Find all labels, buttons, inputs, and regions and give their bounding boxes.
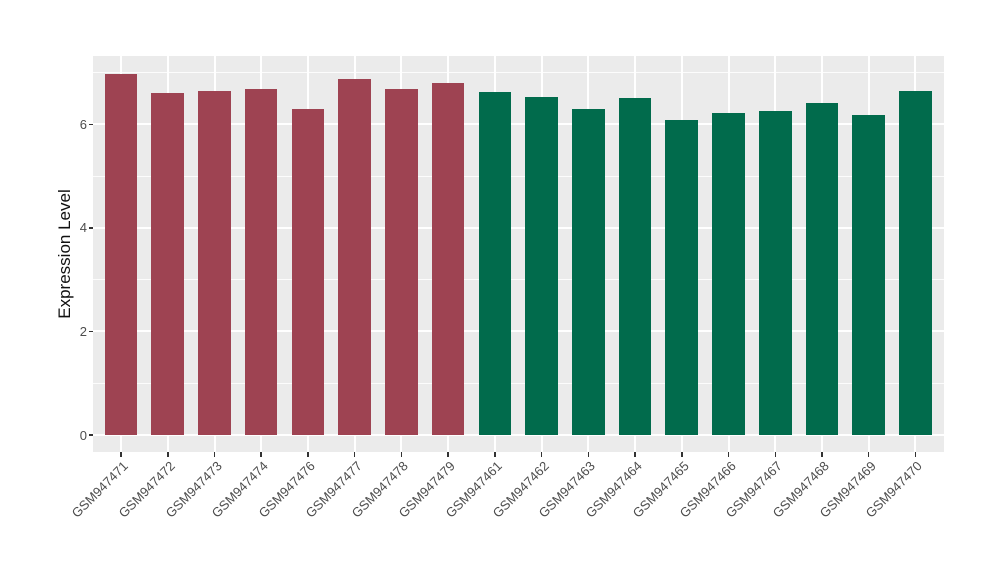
gridline-horizontal-minor <box>93 175 944 177</box>
x-axis-tick-mark <box>400 452 403 457</box>
bar-gsm947466 <box>712 113 745 435</box>
x-axis-tick-mark <box>867 452 870 457</box>
y-axis-tick-mark <box>88 123 93 125</box>
gridline-horizontal-major <box>93 434 944 436</box>
gridline-horizontal-major <box>93 123 944 126</box>
bar-gsm947468 <box>805 103 839 435</box>
y-axis-tick-label: 2 <box>79 323 87 339</box>
x-axis-tick-mark <box>587 452 589 457</box>
x-axis-tick-mark <box>681 452 683 457</box>
bar-gsm947467 <box>758 111 792 436</box>
x-axis-tick-mark <box>260 452 262 457</box>
bar-gsm947465 <box>665 119 699 435</box>
x-axis-tick-mark <box>727 452 730 457</box>
gridline-horizontal-minor <box>93 382 944 384</box>
plot-panel <box>93 56 944 452</box>
x-axis-tick-mark <box>167 452 169 457</box>
bar-gsm947471 <box>104 74 138 435</box>
x-axis-tick-mark <box>120 452 122 457</box>
x-axis-tick-mark <box>494 452 496 457</box>
x-axis-tick-mark <box>540 452 543 457</box>
y-axis-tick-mark <box>88 330 93 333</box>
y-axis-tick-label: 6 <box>79 116 87 132</box>
x-axis-tick-mark <box>447 452 449 457</box>
gridline-horizontal-minor <box>93 279 944 281</box>
y-axis-tick-mark <box>88 434 93 436</box>
bar-gsm947477 <box>338 79 371 435</box>
x-axis-tick-mark <box>213 452 216 457</box>
y-axis-tick-label: 4 <box>79 220 87 236</box>
y-axis-tick-label: 0 <box>79 427 87 443</box>
x-axis-tick-mark <box>914 452 917 457</box>
bar-gsm947474 <box>244 88 278 435</box>
bar-gsm947469 <box>852 114 885 435</box>
x-axis-tick-mark <box>774 452 776 457</box>
x-axis-tick-mark <box>821 452 823 457</box>
bar-gsm947463 <box>571 108 605 435</box>
x-axis-tick-mark <box>353 452 356 457</box>
gridline-horizontal-major <box>93 330 944 333</box>
x-axis-tick-mark <box>307 452 309 457</box>
bar-gsm947462 <box>525 97 558 435</box>
bar-gsm947476 <box>291 108 325 435</box>
bar-gsm947470 <box>899 91 932 435</box>
bar-gsm947472 <box>151 93 185 435</box>
bar-gsm947479 <box>431 83 465 435</box>
x-axis-tick-mark <box>634 452 636 457</box>
gridline-horizontal-minor <box>93 71 944 73</box>
y-axis-tick-mark <box>88 227 93 229</box>
bar-gsm947478 <box>385 89 418 435</box>
gridline-horizontal-major <box>93 226 944 229</box>
bar-gsm947473 <box>198 90 231 435</box>
bar-gsm947464 <box>618 98 652 435</box>
y-axis-title: Expression Level <box>55 189 74 319</box>
bar-gsm947461 <box>478 92 512 435</box>
